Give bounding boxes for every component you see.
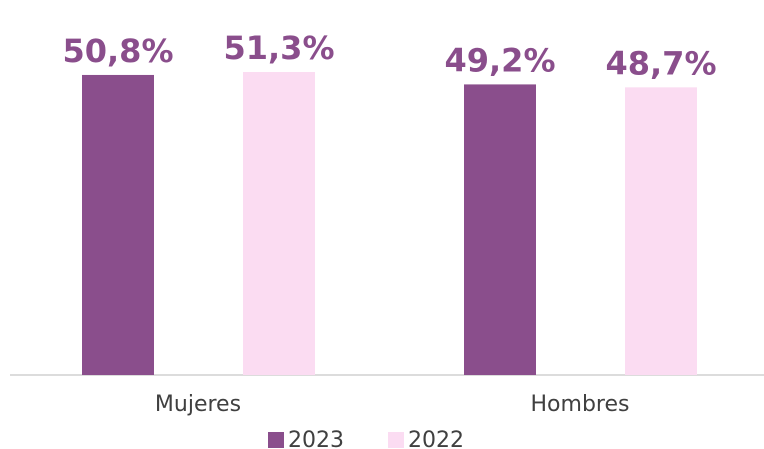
x-tick-label: Hombres: [531, 392, 630, 417]
bar: [82, 74, 154, 375]
bar: [243, 72, 315, 375]
legend-swatch: [388, 432, 404, 448]
legend-swatch: [268, 432, 284, 448]
legend-label: 2022: [408, 428, 464, 449]
data-label: 51,3%: [223, 29, 334, 67]
data-label: 49,2%: [444, 41, 555, 79]
x-tick-label: Mujeres: [155, 392, 241, 417]
bar: [464, 84, 536, 376]
data-label: 48,7%: [605, 44, 716, 82]
legend-label: 2023: [288, 428, 344, 449]
data-label: 50,8%: [62, 32, 173, 70]
bar: [625, 87, 697, 376]
